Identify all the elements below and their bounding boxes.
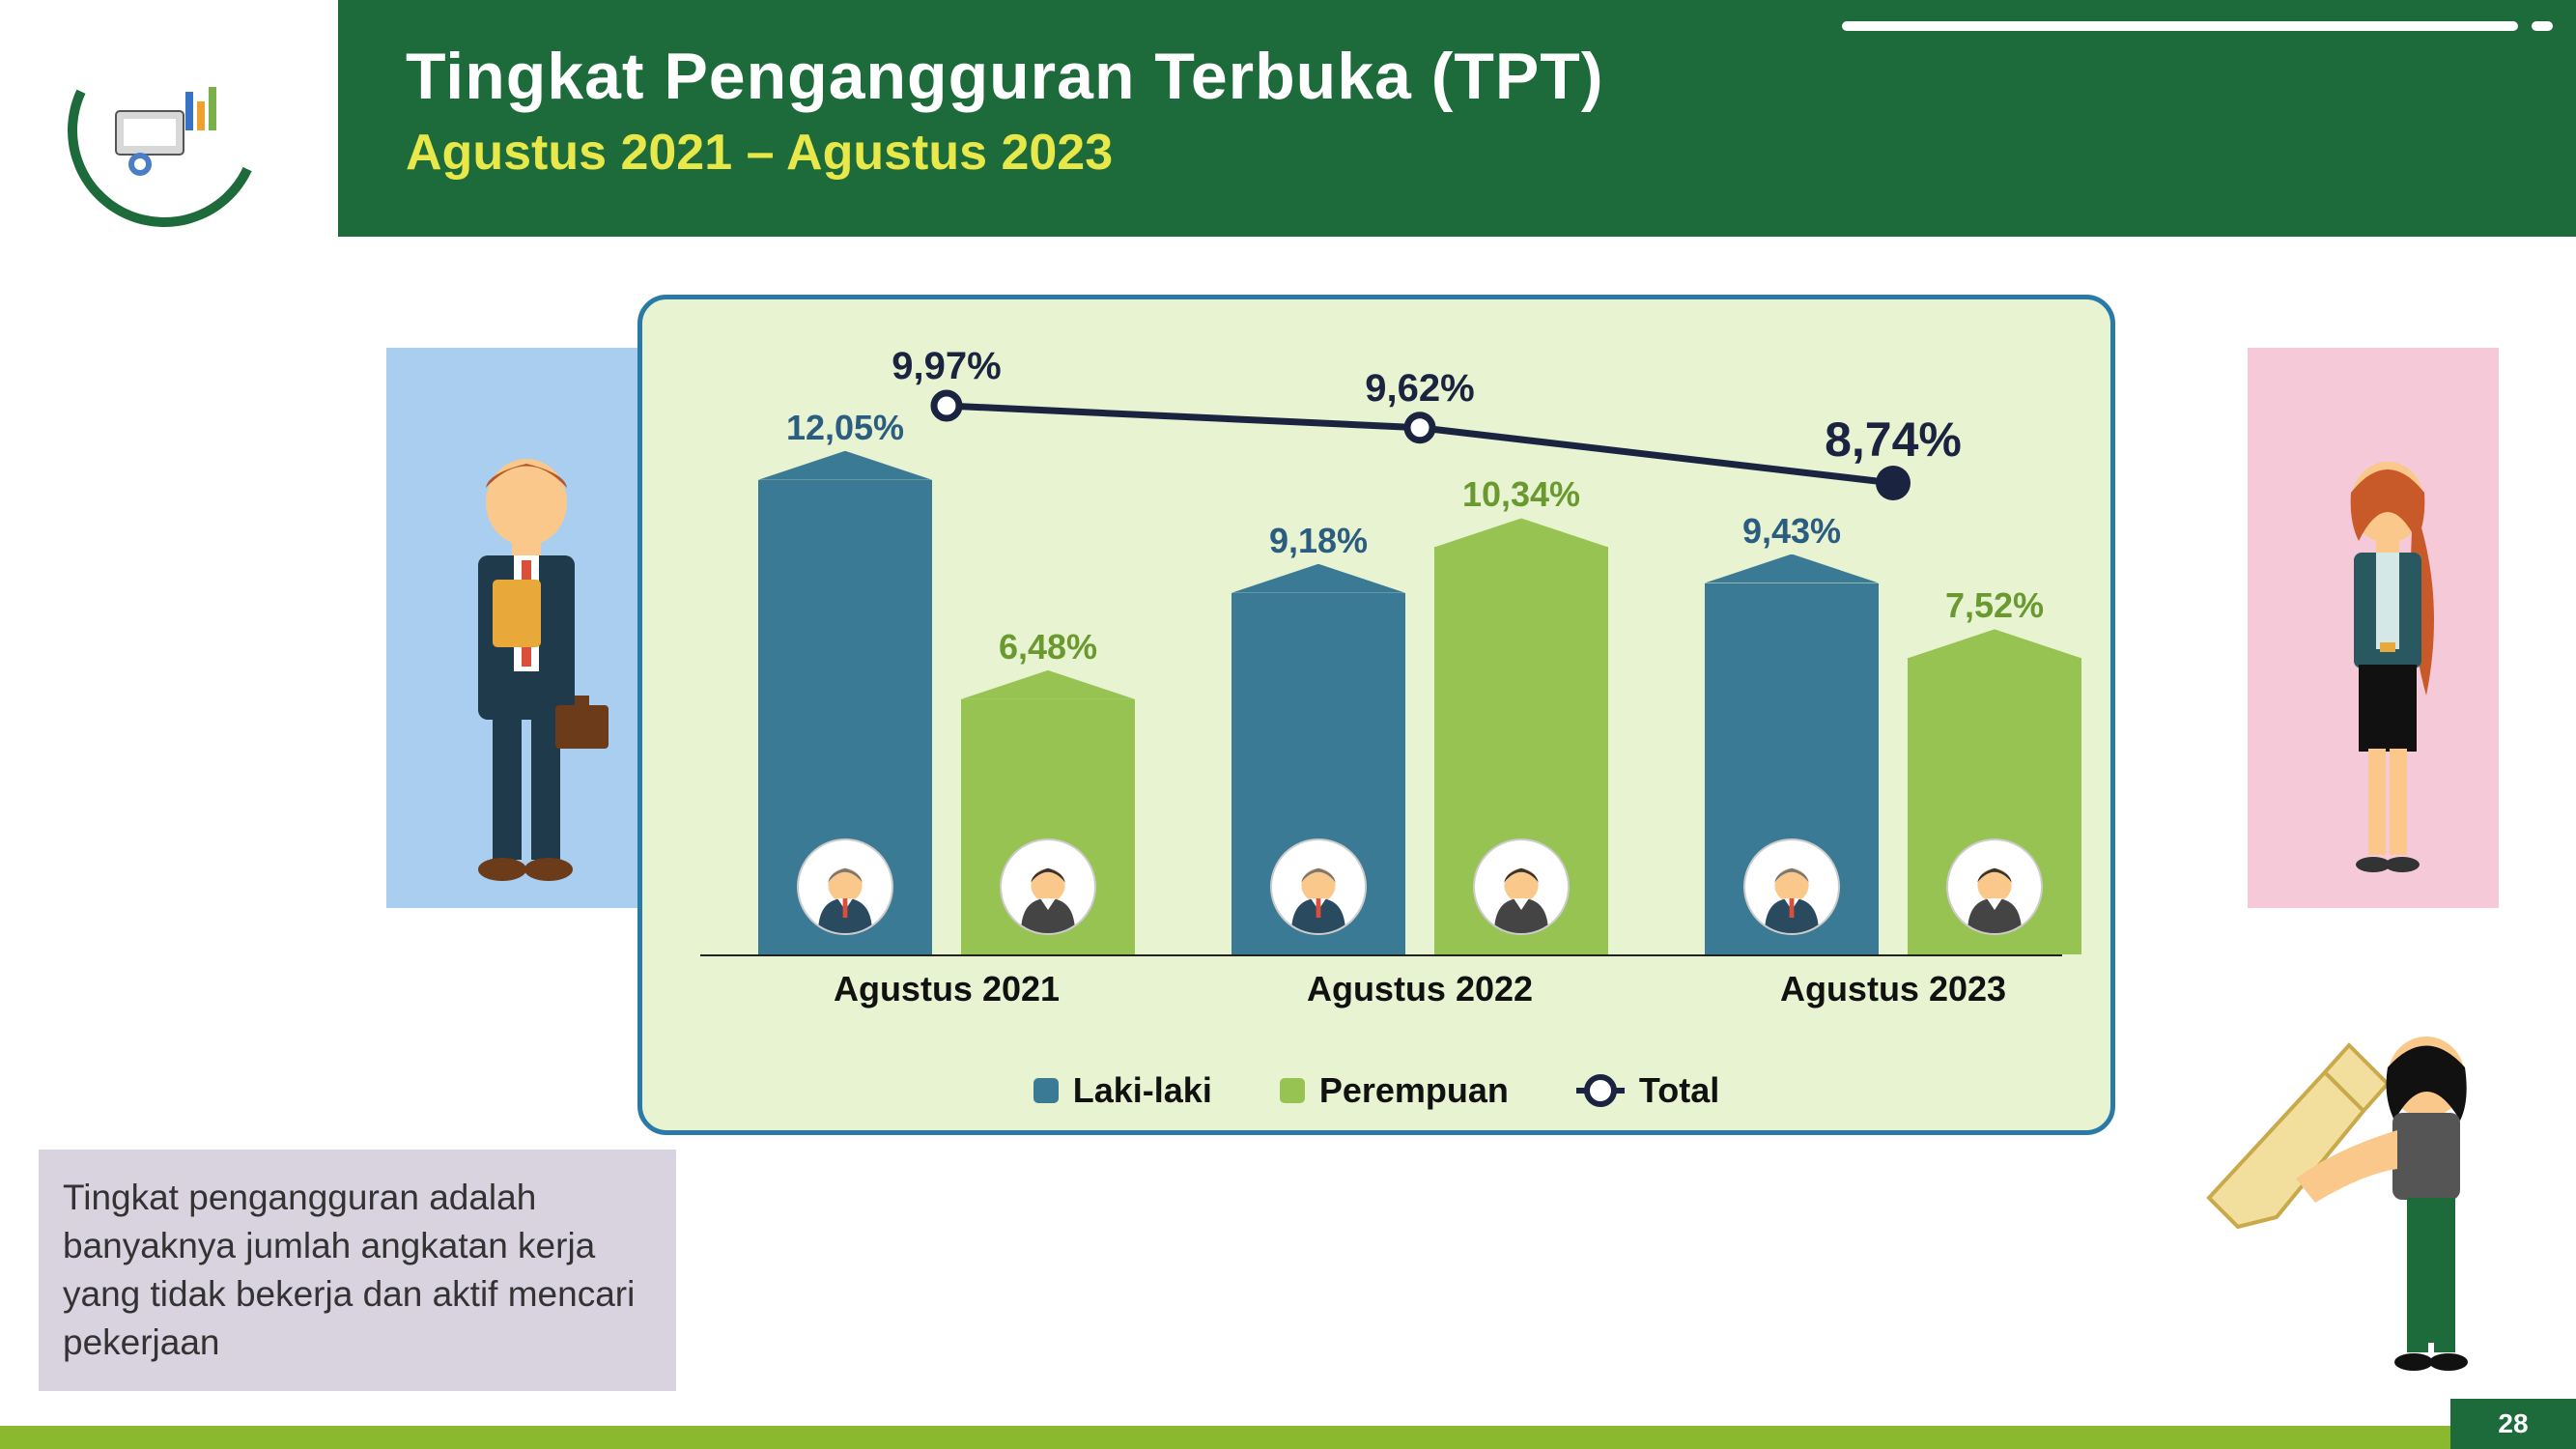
businessman-illustration xyxy=(425,454,628,918)
header-banner: Tingkat Pengangguran Terbuka (TPT) Agust… xyxy=(338,0,2576,237)
chart-plot: 12,05% 6,48% Agustus 2021 9,18% 10,34% xyxy=(700,338,2062,956)
footer-bar xyxy=(0,1426,2576,1449)
legend-female-label: Perempuan xyxy=(1319,1070,1509,1111)
svg-text:9,97%: 9,97% xyxy=(892,345,1001,387)
category-label-0: Agustus 2021 xyxy=(739,969,1154,1009)
legend: Laki-laki Perempuan Total xyxy=(642,1070,2110,1111)
businesswoman-illustration xyxy=(2301,454,2475,918)
chart-panel: 12,05% 6,48% Agustus 2021 9,18% 10,34% xyxy=(637,295,2115,1135)
analytics-icon xyxy=(106,82,222,179)
total-line-overlay: 9,97% 9,62% 8,74% xyxy=(700,338,2062,956)
page-subtitle: Agustus 2021 – Agustus 2023 xyxy=(406,124,2508,182)
svg-text:8,74%: 8,74% xyxy=(1825,412,1962,467)
definition-note: Tingkat pengangguran adalah banyaknya ju… xyxy=(39,1150,676,1391)
page-number: 28 xyxy=(2450,1399,2576,1449)
legend-total: Total xyxy=(1576,1070,1719,1111)
category-label-2: Agustus 2023 xyxy=(1685,969,2101,1009)
logo xyxy=(68,34,261,227)
page-title: Tingkat Pengangguran Terbuka (TPT) xyxy=(406,39,2508,114)
header-decoration xyxy=(1842,21,2518,31)
legend-male-label: Laki-laki xyxy=(1073,1070,1212,1111)
pointing-woman-illustration xyxy=(2190,1024,2499,1439)
legend-total-label: Total xyxy=(1639,1070,1719,1111)
svg-text:9,62%: 9,62% xyxy=(1365,367,1474,410)
legend-female: Perempuan xyxy=(1280,1070,1509,1111)
category-label-1: Agustus 2022 xyxy=(1212,969,1628,1009)
legend-male: Laki-laki xyxy=(1033,1070,1212,1111)
